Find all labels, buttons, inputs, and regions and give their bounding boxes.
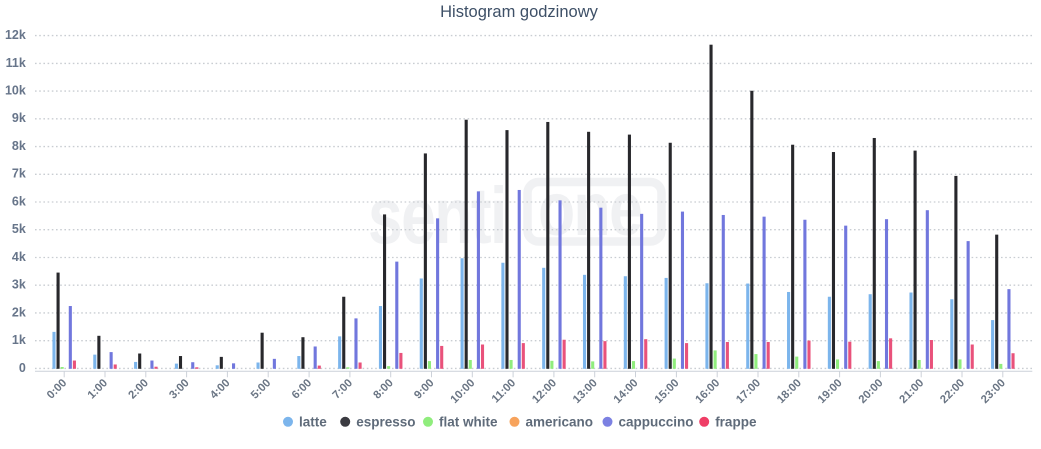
svg-text:espresso: espresso	[356, 415, 415, 430]
svg-text:Histogram godzinowy: Histogram godzinowy	[440, 3, 598, 21]
svg-text:12k: 12k	[5, 28, 26, 42]
svg-text:3k: 3k	[12, 278, 26, 292]
svg-text:latte: latte	[299, 415, 327, 430]
svg-text:0: 0	[19, 361, 26, 375]
svg-text:4k: 4k	[12, 250, 26, 264]
svg-text:9k: 9k	[12, 111, 26, 125]
svg-text:1k: 1k	[12, 333, 26, 347]
svg-text:7k: 7k	[12, 167, 26, 181]
svg-text:11k: 11k	[6, 56, 26, 70]
svg-text:6k: 6k	[12, 194, 26, 208]
svg-text:5k: 5k	[12, 222, 26, 236]
svg-text:flat white: flat white	[439, 415, 498, 430]
svg-text:one: one	[538, 167, 641, 252]
svg-text:cappuccino: cappuccino	[619, 415, 694, 430]
svg-text:10k: 10k	[5, 84, 26, 98]
svg-text:americano: americano	[526, 415, 594, 430]
svg-text:2k: 2k	[12, 305, 26, 319]
svg-text:8k: 8k	[12, 139, 26, 153]
svg-text:frappe: frappe	[715, 415, 757, 430]
